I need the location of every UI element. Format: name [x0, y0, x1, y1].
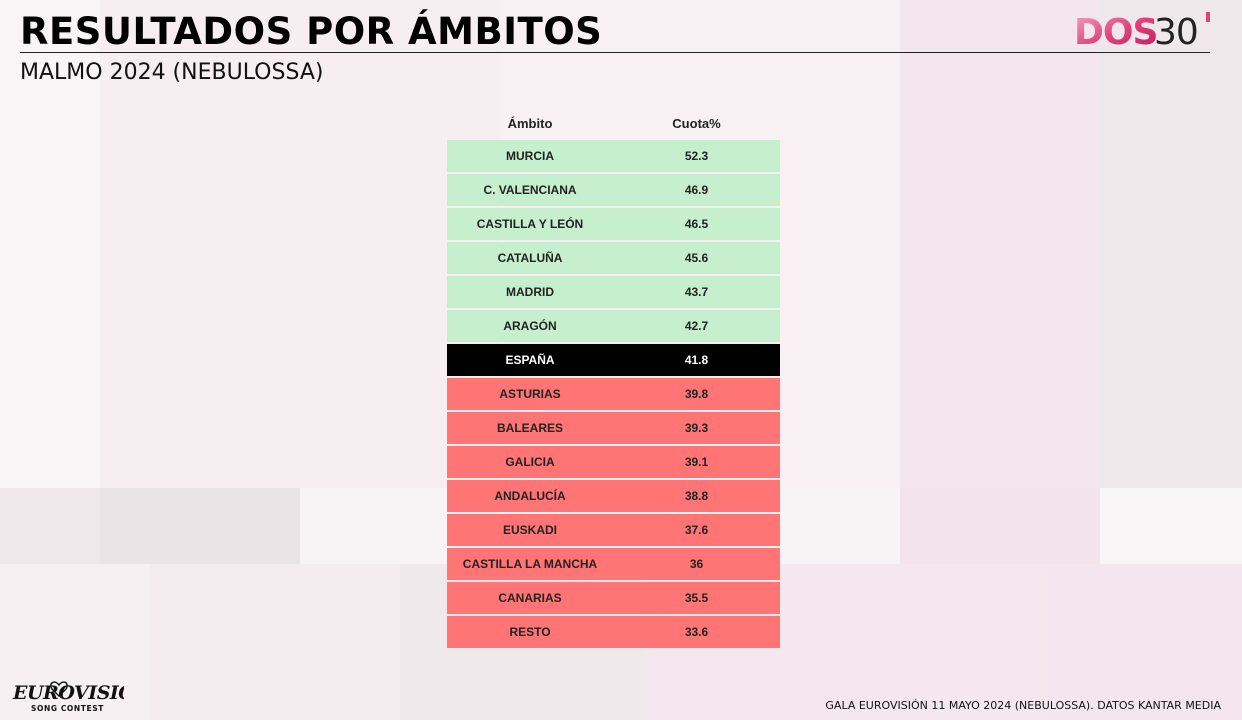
- region-name: CASTILLA LA MANCHA: [462, 557, 598, 571]
- background-block: [0, 0, 100, 488]
- share-value: 38.8: [684, 489, 709, 503]
- table-row: CASTILLA Y LEÓN 46.5: [447, 208, 780, 240]
- region-name: EUSKADI: [502, 523, 557, 537]
- share-value: 36: [689, 557, 704, 571]
- region-name: C. VALENCIANA: [483, 183, 577, 197]
- dos30-logo: DOS 30: [1074, 12, 1210, 50]
- share-value: 43.7: [684, 285, 709, 299]
- table-row: ANDALUCÍA 38.8: [447, 480, 780, 512]
- share-value: 46.5: [684, 217, 709, 231]
- background-block: [1100, 488, 1242, 564]
- region-name: RESTO: [509, 625, 551, 639]
- share-value: 39.1: [684, 455, 709, 469]
- source-note: GALA EUROVISIÓN 11 MAYO 2024 (NEBULOSSA)…: [825, 699, 1221, 712]
- region-name: ANDALUCÍA: [494, 489, 566, 503]
- region-name: BALEARES: [496, 421, 563, 435]
- background-block: [0, 488, 100, 564]
- background-block: [900, 0, 1100, 488]
- title-divider: [20, 52, 1210, 53]
- table-row: GALICIA 39.1: [447, 446, 780, 478]
- table-row: EUSKADI 37.6: [447, 514, 780, 546]
- table-row: ASTURIAS 39.8: [447, 378, 780, 410]
- background-block: [900, 488, 1100, 564]
- column-header-cuota: Cuota%: [672, 116, 721, 131]
- page-subtitle: MALMO 2024 (NEBULOSSA): [20, 60, 324, 85]
- region-name: ARAGÓN: [503, 319, 557, 333]
- share-value: 37.6: [684, 523, 709, 537]
- table-row: ARAGÓN 42.7: [447, 310, 780, 342]
- region-name: MURCIA: [506, 149, 554, 163]
- region-name: GALICIA: [505, 455, 555, 469]
- table-row: CASTILLA LA MANCHA 36: [447, 548, 780, 580]
- background-block: [150, 564, 400, 720]
- region-name: ASTURIAS: [499, 387, 561, 401]
- table-body: MURCIA 52.3 C. VALENCIANA 46.9 CASTILLA Y LE…: [447, 140, 780, 648]
- table-row: BALEARES 39.3: [447, 412, 780, 444]
- region-name: MADRID: [506, 285, 554, 299]
- background-block: [100, 0, 500, 488]
- share-value: 45.6: [684, 251, 709, 265]
- region-name: CANARIAS: [498, 591, 562, 605]
- table-row: RESTO 33.6: [447, 616, 780, 648]
- table-row: MADRID 43.7: [447, 276, 780, 308]
- svg-text:SONG CONTEST: SONG CONTEST: [31, 704, 104, 713]
- share-value: 41.8: [684, 353, 709, 367]
- share-value: 46.9: [684, 183, 709, 197]
- background-block: [1045, 564, 1242, 720]
- table-row: MURCIA 52.3: [447, 140, 780, 172]
- svg-text:DOS: DOS: [1074, 12, 1157, 50]
- background-block: [1100, 0, 1242, 488]
- share-value: 39.3: [684, 421, 709, 435]
- share-value: 39.8: [684, 387, 709, 401]
- svg-text:30: 30: [1154, 12, 1198, 50]
- table-row: C. VALENCIANA 46.9: [447, 174, 780, 206]
- background-block: [100, 488, 300, 564]
- region-name: CATALUÑA: [497, 251, 563, 265]
- results-table: Ámbito Cuota% MURCIA 52.3 C. VALENCIANA 46.…: [447, 108, 780, 650]
- table-header: Ámbito Cuota%: [447, 108, 780, 140]
- share-value: 35.5: [684, 591, 709, 605]
- share-value: 52.3: [684, 149, 709, 163]
- background-block: [0, 564, 150, 720]
- page-title: RESULTADOS POR ÁMBITOS: [20, 10, 603, 53]
- table-row: ESPAÑA 41.8: [447, 344, 780, 376]
- share-value: 33.6: [684, 625, 709, 639]
- svg-text:EUROVISION: EUROVISION: [12, 682, 124, 704]
- region-name: CASTILLA Y LEÓN: [476, 217, 584, 231]
- table-row: CANARIAS 35.5: [447, 582, 780, 614]
- eurovision-logo: EUROVISION SONG CONTEST: [12, 681, 124, 713]
- region-name: ESPAÑA: [505, 353, 555, 367]
- column-header-ambito: Ámbito: [507, 116, 553, 131]
- table-row: CATALUÑA 45.6: [447, 242, 780, 274]
- share-value: 42.7: [684, 319, 709, 333]
